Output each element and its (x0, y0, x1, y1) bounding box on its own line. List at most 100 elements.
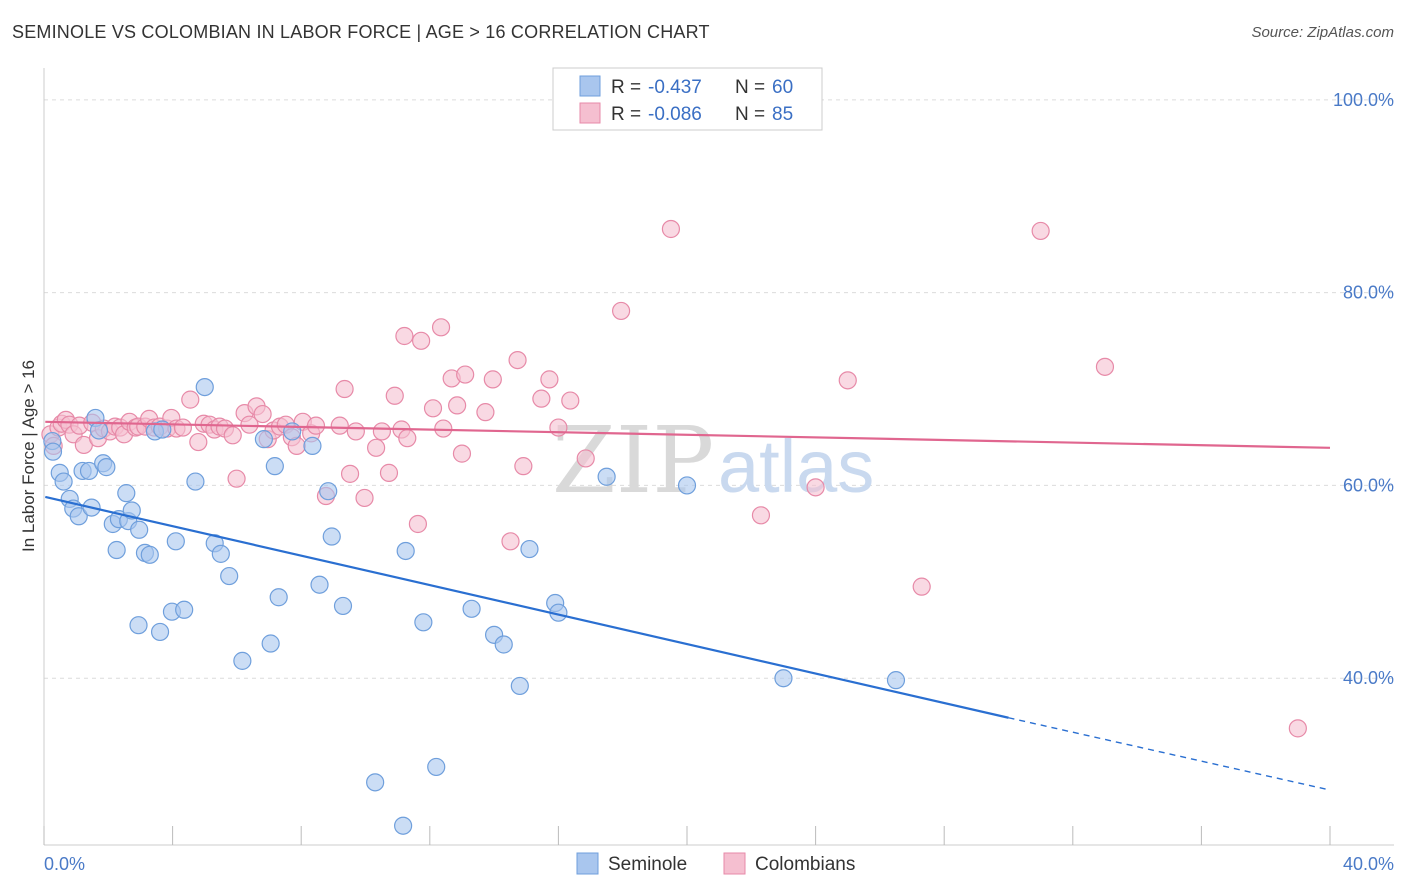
data-points (41, 219, 1307, 835)
colombian-point (476, 403, 495, 422)
seminole-point (394, 816, 413, 835)
seminole-point (79, 461, 99, 481)
colombian-point (483, 370, 502, 389)
series-legend-swatch-colombians (723, 852, 746, 875)
seminole-point (186, 472, 205, 491)
legend-r-label-seminole: R = (611, 77, 641, 98)
seminole-point (97, 458, 116, 477)
colombian-point (912, 577, 931, 596)
colombian-point (335, 379, 354, 399)
seminole-point (43, 442, 63, 461)
colombian-point (514, 457, 533, 476)
gridlines (44, 99, 1394, 679)
series-legend-swatch-seminole (576, 852, 599, 875)
colombian-point (253, 404, 272, 424)
seminole-point (233, 651, 252, 670)
colombian-point (1031, 221, 1050, 241)
seminole-trend-line (45, 495, 1009, 719)
legend-n-label-colombians: N = (735, 104, 765, 125)
seminole-point (520, 539, 539, 559)
legend-n-value-seminole: 60 (772, 77, 793, 98)
seminole-point (117, 484, 136, 503)
seminole-trend-line-extension (1008, 717, 1331, 791)
colombian-point (306, 416, 326, 435)
y-axis-title: In Labor Force | Age > 16 (19, 360, 38, 552)
colombian-point (456, 365, 475, 384)
legend-n-value-colombians: 85 (772, 104, 793, 125)
colombian-point (611, 301, 631, 321)
seminole-point (220, 566, 239, 586)
legend-r-value-seminole: -0.437 (648, 77, 702, 98)
seminole-point (677, 476, 697, 495)
series-legend-label-seminole: Seminole (608, 854, 687, 875)
watermark: ZIP atlas (552, 407, 874, 514)
legend-r-label-colombians: R = (611, 104, 641, 125)
seminole-point (597, 467, 616, 486)
colombian-point (751, 506, 771, 525)
colombian-point (223, 426, 242, 445)
colombian-point (398, 429, 417, 448)
colombian-trend-line (45, 420, 1331, 449)
colombian-point (576, 449, 595, 468)
colombian-point (561, 391, 580, 410)
legend-swatch-seminole (579, 75, 601, 97)
colombian-point (372, 422, 391, 441)
seminole-point (140, 545, 159, 564)
colombian-point (379, 463, 399, 482)
seminole-point (107, 540, 126, 560)
seminole-point (254, 430, 274, 449)
colombian-point (431, 318, 451, 337)
legend-n-label-seminole: N = (735, 77, 765, 98)
colombian-point (448, 396, 467, 415)
series-legend-label-colombians: Colombians (755, 854, 855, 875)
colombian-point (181, 390, 200, 409)
colombian-point (423, 399, 443, 418)
colombian-point (330, 416, 349, 435)
colombian-point (1095, 357, 1115, 376)
seminole-point (129, 616, 148, 635)
seminole-point (269, 588, 288, 607)
seminole-point (89, 421, 109, 440)
y-tick-label: 60.0% (1343, 475, 1394, 495)
colombian-point (355, 488, 374, 508)
chart-title: SEMINOLE VS COLOMBIAN IN LABOR FORCE | A… (12, 22, 710, 42)
colombian-point (1288, 719, 1307, 738)
colombian-point (340, 464, 360, 483)
seminole-point (414, 613, 433, 632)
colombian-point (367, 438, 386, 457)
seminole-point (427, 757, 446, 777)
y-tick-labels: 100.0% 80.0% 60.0% 40.0% (1333, 90, 1394, 688)
colombian-point (173, 418, 192, 437)
seminole-point (303, 436, 322, 455)
trend-lines (45, 420, 1331, 791)
seminole-point (211, 544, 230, 563)
colombian-point (385, 386, 404, 405)
seminole-point (310, 575, 329, 594)
seminole-point (175, 600, 194, 619)
colombian-point (408, 514, 428, 534)
colombian-point (508, 350, 527, 370)
x-tick-label-max: 40.0% (1343, 854, 1394, 874)
axes (43, 68, 1394, 846)
seminole-point (69, 507, 88, 526)
colombian-point (838, 371, 857, 390)
colombian-point (661, 219, 681, 239)
colombian-point (434, 419, 453, 438)
colombian-point (452, 444, 472, 463)
seminole-point (265, 457, 284, 476)
correlation-legend: R = -0.437 N = 60 R = -0.086 N = 85 (552, 67, 823, 131)
colombian-point (189, 432, 208, 452)
colombian-point (806, 478, 825, 497)
seminole-point (494, 635, 513, 654)
seminole-point (54, 472, 73, 491)
seminole-point (150, 622, 170, 642)
chart-source: Source: ZipAtlas.com (1251, 24, 1394, 41)
seminole-point (322, 527, 341, 546)
series-legend: Seminole Colombians (576, 852, 855, 875)
seminole-point (130, 520, 149, 539)
colombian-point (532, 389, 551, 408)
seminole-point (333, 596, 353, 616)
seminole-point (462, 599, 481, 618)
y-tick-label: 80.0% (1343, 283, 1394, 303)
